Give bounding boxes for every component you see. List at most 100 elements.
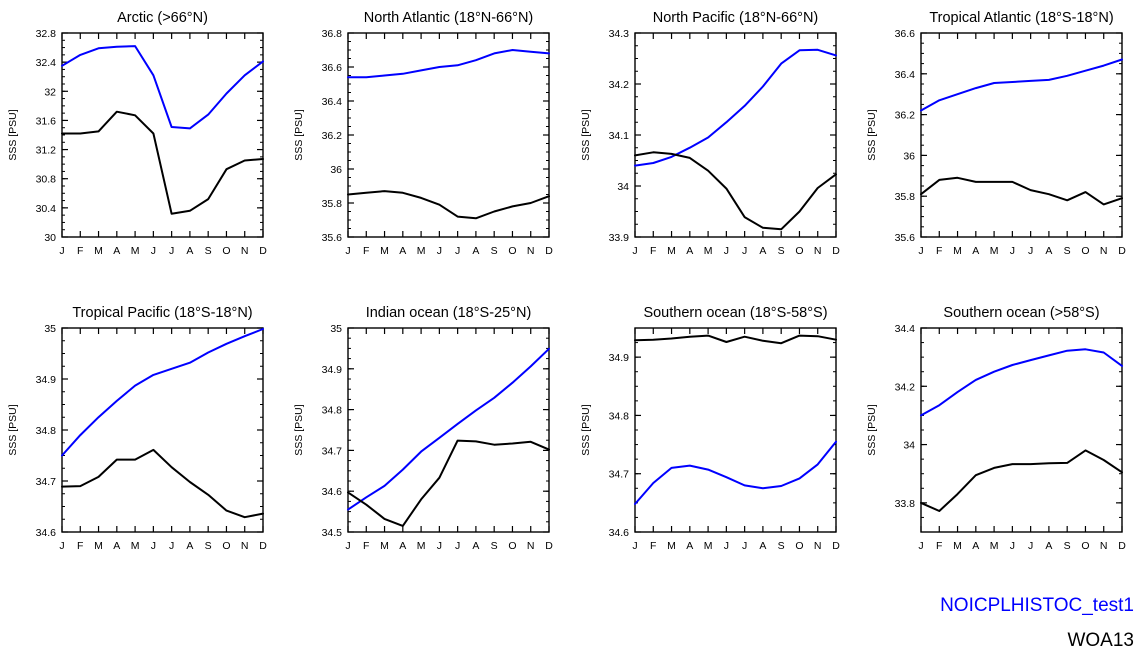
y-tick-label: 36.6 bbox=[322, 62, 343, 74]
x-tick-label: J bbox=[455, 540, 460, 552]
x-tick-label: J bbox=[742, 245, 747, 257]
model-series-line bbox=[61, 45, 264, 130]
chart-panel-1: Arctic (>66°N) 30 30.4 30.8 31.2 31.6 32 32.4 32… bbox=[7, 10, 267, 257]
y-tick-label: 35.6 bbox=[322, 232, 343, 244]
y-tick-label: 36 bbox=[903, 150, 915, 162]
x-tick-label: D bbox=[832, 245, 840, 257]
legend-model-label: NOICPLHISTOC_test1 bbox=[940, 595, 1134, 616]
x-tick-label: M bbox=[953, 540, 962, 552]
y-axis-label: SSS [PSU] bbox=[7, 404, 19, 455]
plot-frame bbox=[634, 327, 837, 533]
chart-panel-5: Tropical Pacific (18°S-18°N) 34.6 34.7 34.8… bbox=[7, 305, 267, 552]
obs-series-line bbox=[61, 448, 264, 519]
x-tick-label: O bbox=[508, 540, 516, 552]
x-tick-label: S bbox=[205, 245, 212, 257]
x-tick-label: M bbox=[417, 245, 426, 257]
obs-series-line bbox=[61, 110, 264, 215]
model-series-line bbox=[920, 348, 1123, 417]
x-tick-label: J bbox=[1010, 540, 1015, 552]
x-tick-label: M bbox=[380, 540, 389, 552]
chart-panel-7: Southern ocean (18°S-58°S) 34.6 34.7 34.8 34… bbox=[580, 305, 840, 552]
x-tick-label: A bbox=[399, 245, 406, 257]
x-tick-label: O bbox=[795, 540, 803, 552]
y-tick-label: 31.6 bbox=[36, 115, 57, 127]
x-tick-label: O bbox=[222, 245, 230, 257]
x-tick-label: F bbox=[77, 245, 83, 257]
obs-series-line bbox=[347, 439, 550, 527]
x-tick-label: S bbox=[1064, 245, 1071, 257]
x-tick-label: D bbox=[259, 540, 267, 552]
x-tick-label: S bbox=[778, 540, 785, 552]
x-tick-label: A bbox=[972, 540, 979, 552]
y-tick-label: 32.8 bbox=[36, 28, 57, 40]
x-tick-label: J bbox=[724, 540, 729, 552]
x-tick-label: J bbox=[918, 245, 923, 257]
x-tick-label: J bbox=[169, 245, 174, 257]
x-tick-label: J bbox=[151, 245, 156, 257]
x-tick-label: M bbox=[417, 540, 426, 552]
plot-frame bbox=[920, 32, 1123, 238]
y-tick-label: 34.6 bbox=[36, 527, 57, 539]
y-tick-label: 34.9 bbox=[609, 352, 630, 364]
x-tick-label: J bbox=[455, 245, 460, 257]
y-tick-label: 34.6 bbox=[609, 527, 630, 539]
x-tick-label: N bbox=[814, 540, 822, 552]
y-axis-label: SSS [PSU] bbox=[866, 109, 878, 160]
y-tick-label: 35.8 bbox=[322, 198, 343, 210]
x-tick-label: M bbox=[953, 245, 962, 257]
x-tick-label: M bbox=[94, 540, 103, 552]
x-tick-label: A bbox=[472, 245, 479, 257]
y-tick-label: 34.7 bbox=[322, 445, 343, 457]
y-axis-label: SSS [PSU] bbox=[866, 404, 878, 455]
model-series-line bbox=[920, 58, 1123, 112]
chart-title: Tropical Pacific (18°S-18°N) bbox=[72, 305, 252, 321]
x-tick-label: A bbox=[186, 245, 193, 257]
chart-title: Southern ocean (>58°S) bbox=[943, 305, 1099, 321]
y-axis-label: SSS [PSU] bbox=[580, 109, 592, 160]
plot-frame bbox=[634, 32, 837, 238]
y-tick-label: 34.3 bbox=[609, 28, 630, 40]
y-tick-label: 36.6 bbox=[895, 28, 916, 40]
model-series-line bbox=[634, 48, 837, 167]
legend-obs-label: WOA13 bbox=[1067, 630, 1134, 651]
chart-title: Indian ocean (18°S-25°N) bbox=[366, 305, 532, 321]
plot-frame bbox=[61, 32, 264, 238]
x-tick-label: J bbox=[1010, 245, 1015, 257]
x-tick-label: J bbox=[742, 540, 747, 552]
x-tick-label: F bbox=[77, 540, 83, 552]
x-tick-label: J bbox=[151, 540, 156, 552]
y-tick-label: 34.8 bbox=[609, 410, 630, 422]
x-tick-label: N bbox=[814, 245, 822, 257]
x-tick-label: J bbox=[632, 245, 637, 257]
chart-panel-6: Indian ocean (18°S-25°N) 34.5 34.6 34.7 34.8… bbox=[293, 305, 553, 552]
x-tick-label: D bbox=[1118, 245, 1126, 257]
x-tick-label: S bbox=[491, 245, 498, 257]
obs-series-line bbox=[920, 449, 1123, 512]
model-series-line bbox=[347, 49, 550, 79]
y-tick-label: 34.4 bbox=[895, 323, 916, 335]
x-tick-label: D bbox=[545, 245, 553, 257]
y-tick-label: 34.9 bbox=[36, 374, 57, 386]
x-tick-label: N bbox=[1100, 245, 1108, 257]
x-tick-label: A bbox=[113, 245, 120, 257]
x-tick-label: F bbox=[650, 245, 656, 257]
model-series-line bbox=[347, 347, 550, 511]
obs-series-line bbox=[347, 190, 550, 220]
x-tick-label: M bbox=[990, 540, 999, 552]
x-tick-label: J bbox=[1028, 540, 1033, 552]
x-tick-label: M bbox=[704, 245, 713, 257]
y-tick-label: 34.5 bbox=[322, 527, 343, 539]
x-tick-label: M bbox=[131, 245, 140, 257]
x-tick-label: A bbox=[686, 540, 693, 552]
x-tick-label: A bbox=[686, 245, 693, 257]
y-tick-label: 36 bbox=[330, 164, 342, 176]
x-tick-label: S bbox=[205, 540, 212, 552]
x-tick-label: O bbox=[1081, 245, 1089, 257]
y-tick-label: 36.8 bbox=[322, 28, 343, 40]
x-tick-label: M bbox=[94, 245, 103, 257]
chart-title: North Pacific (18°N-66°N) bbox=[653, 10, 819, 26]
x-tick-label: J bbox=[1028, 245, 1033, 257]
x-tick-label: D bbox=[1118, 540, 1126, 552]
y-tick-label: 36.2 bbox=[895, 110, 916, 122]
x-tick-label: F bbox=[363, 245, 369, 257]
